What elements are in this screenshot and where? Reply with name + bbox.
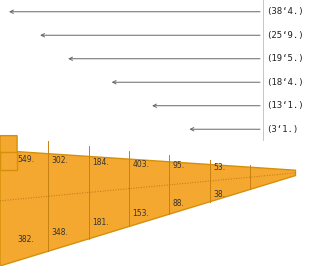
- Text: (38‘4.): (38‘4.): [266, 7, 304, 16]
- Text: 95.: 95.: [173, 161, 185, 170]
- Text: 348.: 348.: [51, 227, 68, 236]
- Text: 403.: 403.: [132, 160, 149, 169]
- Text: 153.: 153.: [132, 209, 149, 218]
- Text: (3‘1.): (3‘1.): [266, 125, 298, 134]
- Text: (18‘4.): (18‘4.): [266, 78, 304, 87]
- Text: (19‘5.): (19‘5.): [266, 54, 304, 63]
- Text: 382.: 382.: [17, 235, 34, 244]
- Text: 181.: 181.: [92, 218, 108, 227]
- Text: 53.: 53.: [213, 163, 225, 172]
- Text: (13‘1.): (13‘1.): [266, 101, 304, 110]
- Text: 38.: 38.: [213, 190, 225, 199]
- Polygon shape: [0, 152, 17, 170]
- Text: 184.: 184.: [92, 158, 109, 167]
- Polygon shape: [0, 136, 295, 266]
- Text: 88.: 88.: [173, 199, 184, 208]
- Text: 549.: 549.: [17, 155, 34, 164]
- Text: (25‘9.): (25‘9.): [266, 31, 304, 40]
- Text: 302.: 302.: [51, 156, 68, 165]
